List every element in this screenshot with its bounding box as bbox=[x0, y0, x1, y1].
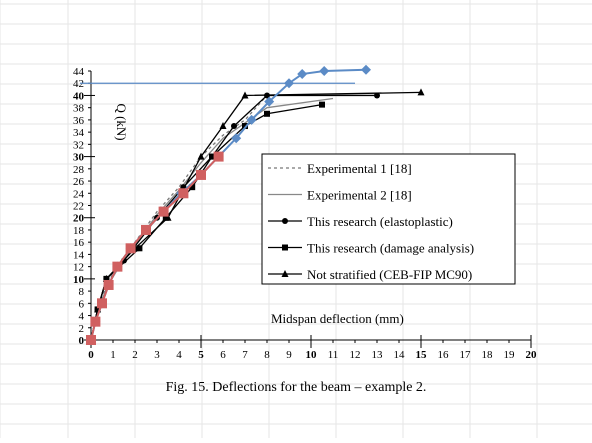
data-point bbox=[197, 152, 205, 160]
y-tick-label: 36 bbox=[73, 115, 85, 127]
data-point bbox=[158, 206, 169, 217]
x-tick-label: 9 bbox=[286, 349, 292, 361]
data-point bbox=[103, 279, 114, 290]
x-tick-label: 16 bbox=[438, 349, 450, 361]
legend-label: This research (damage analysis) bbox=[307, 241, 474, 256]
legend-label: Not stratified (CEB-FIP MC90) bbox=[307, 267, 472, 282]
series-experimental-1-18 bbox=[90, 95, 268, 341]
data-point bbox=[241, 91, 249, 99]
x-tick-label: 17 bbox=[460, 349, 472, 361]
data-point bbox=[189, 184, 196, 191]
data-point bbox=[209, 153, 215, 160]
series-line bbox=[90, 155, 220, 341]
x-tick-label: 15 bbox=[416, 349, 428, 361]
y-tick-label: 16 bbox=[73, 237, 85, 249]
y-tick-label: 8 bbox=[79, 286, 85, 298]
y-tick-label: 22 bbox=[73, 201, 84, 213]
data-point bbox=[231, 123, 237, 130]
data-point bbox=[219, 122, 227, 130]
series-series-6 bbox=[86, 151, 224, 345]
y-tick-label: 40 bbox=[73, 90, 85, 102]
y-tick-label: 44 bbox=[73, 66, 85, 78]
x-tick-label: 13 bbox=[372, 349, 384, 361]
y-tick-label: 26 bbox=[73, 176, 85, 188]
data-point bbox=[136, 245, 143, 252]
data-point bbox=[319, 66, 330, 76]
x-tick-label: 14 bbox=[394, 349, 406, 361]
data-point bbox=[112, 261, 123, 272]
y-tick-label: 10 bbox=[73, 274, 85, 286]
legend-marker bbox=[282, 218, 288, 224]
x-tick-label: 0 bbox=[88, 349, 94, 361]
legend-box bbox=[261, 153, 516, 285]
x-tick-label: 3 bbox=[154, 349, 160, 361]
x-tick-label: 18 bbox=[482, 349, 494, 361]
series-line bbox=[90, 95, 268, 341]
y-tick-label: 30 bbox=[73, 152, 85, 164]
data-point bbox=[246, 114, 257, 125]
data-point bbox=[178, 188, 189, 199]
y-tick-label: 4 bbox=[79, 311, 85, 323]
data-point bbox=[196, 169, 206, 180]
y-tick-label: 28 bbox=[73, 164, 85, 176]
y-tick-label: 0 bbox=[79, 335, 85, 347]
x-tick-label: 2 bbox=[132, 349, 138, 361]
figure-caption: Fig. 15. Deflections for the beam – exam… bbox=[165, 380, 427, 395]
data-point bbox=[242, 123, 248, 130]
data-point bbox=[90, 316, 101, 327]
data-point bbox=[264, 110, 270, 117]
data-point bbox=[97, 298, 107, 309]
data-point bbox=[264, 96, 275, 107]
legend-label: This research (elastoplastic) bbox=[307, 214, 453, 229]
x-axis-label: Midspan deflection (mm) bbox=[271, 311, 404, 326]
data-point bbox=[86, 335, 96, 345]
x-tick-label: 6 bbox=[220, 349, 226, 361]
data-point bbox=[319, 101, 325, 108]
x-tick-label: 10 bbox=[306, 349, 318, 361]
y-tick-label: 34 bbox=[73, 127, 85, 139]
legend-label: Experimental 2 [18] bbox=[307, 188, 412, 203]
data-point bbox=[125, 243, 136, 254]
legend-label: Experimental 1 [18] bbox=[307, 161, 412, 176]
x-tick-label: 1 bbox=[110, 349, 116, 361]
data-point bbox=[164, 213, 172, 221]
y-tick-label: 38 bbox=[73, 103, 85, 115]
y-axis-label: Q (kN) bbox=[114, 103, 129, 140]
y-tick-label: 32 bbox=[73, 139, 84, 151]
x-tick-label: 5 bbox=[198, 349, 204, 361]
y-tick-label: 12 bbox=[73, 262, 84, 274]
legend-marker bbox=[282, 244, 288, 251]
x-tick-label: 19 bbox=[504, 349, 516, 361]
legend-marker bbox=[281, 270, 289, 277]
y-tick-label: 20 bbox=[73, 213, 85, 225]
data-point bbox=[417, 88, 425, 96]
y-tick-label: 6 bbox=[79, 298, 85, 310]
y-tick-label: 14 bbox=[73, 249, 85, 261]
y-tick-label: 42 bbox=[73, 78, 84, 90]
x-tick-label: 20 bbox=[526, 349, 538, 361]
legend: Experimental 1 [18] Experimental 2 [18] Th… bbox=[261, 153, 516, 285]
x-tick-label: 8 bbox=[264, 349, 270, 361]
x-tick-label: 11 bbox=[328, 349, 339, 361]
data-point bbox=[231, 133, 242, 144]
data-point bbox=[361, 64, 371, 75]
data-point bbox=[284, 78, 294, 89]
x-tick-label: 12 bbox=[350, 349, 361, 361]
y-tick-label: 18 bbox=[73, 225, 85, 237]
x-tick-label: 7 bbox=[242, 349, 248, 361]
y-tick-label: 24 bbox=[73, 188, 85, 200]
y-tick-label: 2 bbox=[79, 323, 85, 335]
data-point bbox=[213, 151, 224, 162]
data-point bbox=[162, 214, 169, 221]
data-point bbox=[374, 92, 380, 99]
data-point bbox=[141, 224, 151, 235]
x-tick-label: 4 bbox=[176, 349, 182, 361]
data-point bbox=[297, 69, 308, 80]
